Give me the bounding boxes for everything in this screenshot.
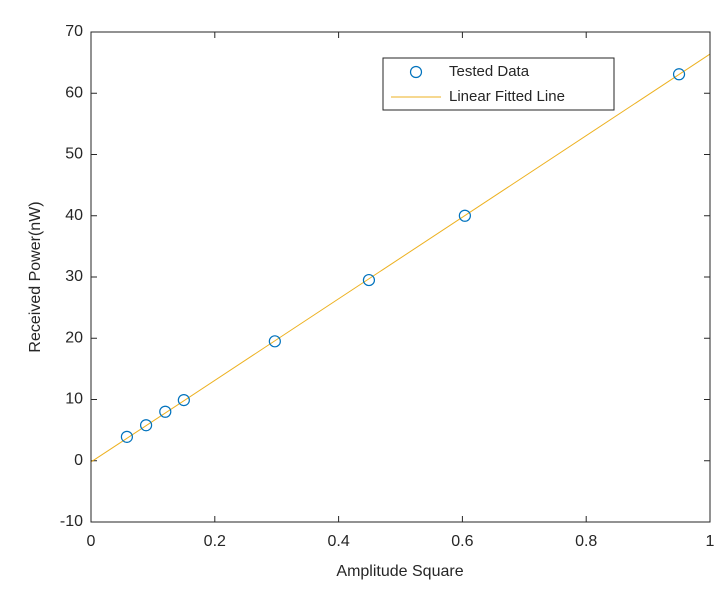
- data-point: [139, 419, 153, 432]
- y-tick-label: 30: [65, 268, 83, 285]
- y-tick-label: 70: [65, 23, 83, 40]
- y-tick-label: 40: [65, 207, 83, 224]
- x-tick-label: 0.6: [451, 533, 473, 550]
- data-point: [672, 68, 686, 81]
- data-point: [120, 430, 134, 443]
- legend-box: [382, 57, 615, 111]
- data-point: [159, 405, 172, 418]
- x-tick-label: 0.2: [204, 533, 226, 550]
- y-tick-label: 20: [65, 329, 83, 346]
- data-point: [458, 209, 471, 222]
- y-tick-label: 0: [74, 452, 83, 469]
- y-axis-label: Received Power(nW): [27, 201, 44, 352]
- plot-frame: [90, 31, 711, 523]
- x-axis-label: Amplitude Square: [336, 563, 463, 580]
- legend: Tested Data Linear Fitted Line: [382, 57, 615, 111]
- fit-line: [90, 53, 711, 463]
- x-tick-label: 0.8: [575, 533, 597, 550]
- y-tick-label: -10: [60, 513, 83, 530]
- data-point: [177, 394, 190, 407]
- y-tick-label: 10: [65, 391, 83, 408]
- x-tick-label: 1: [706, 533, 715, 550]
- y-tick-label: 50: [65, 146, 83, 163]
- y-tick-label: 60: [65, 84, 83, 101]
- legend-label: Linear Fitted Line: [449, 88, 565, 105]
- data-point: [268, 335, 281, 348]
- data-point: [362, 273, 376, 287]
- legend-swatch: [409, 65, 423, 79]
- x-tick-label: 0.4: [327, 533, 349, 550]
- legend-label: Tested Data: [449, 63, 530, 80]
- x-tick-label: 0: [87, 533, 96, 550]
